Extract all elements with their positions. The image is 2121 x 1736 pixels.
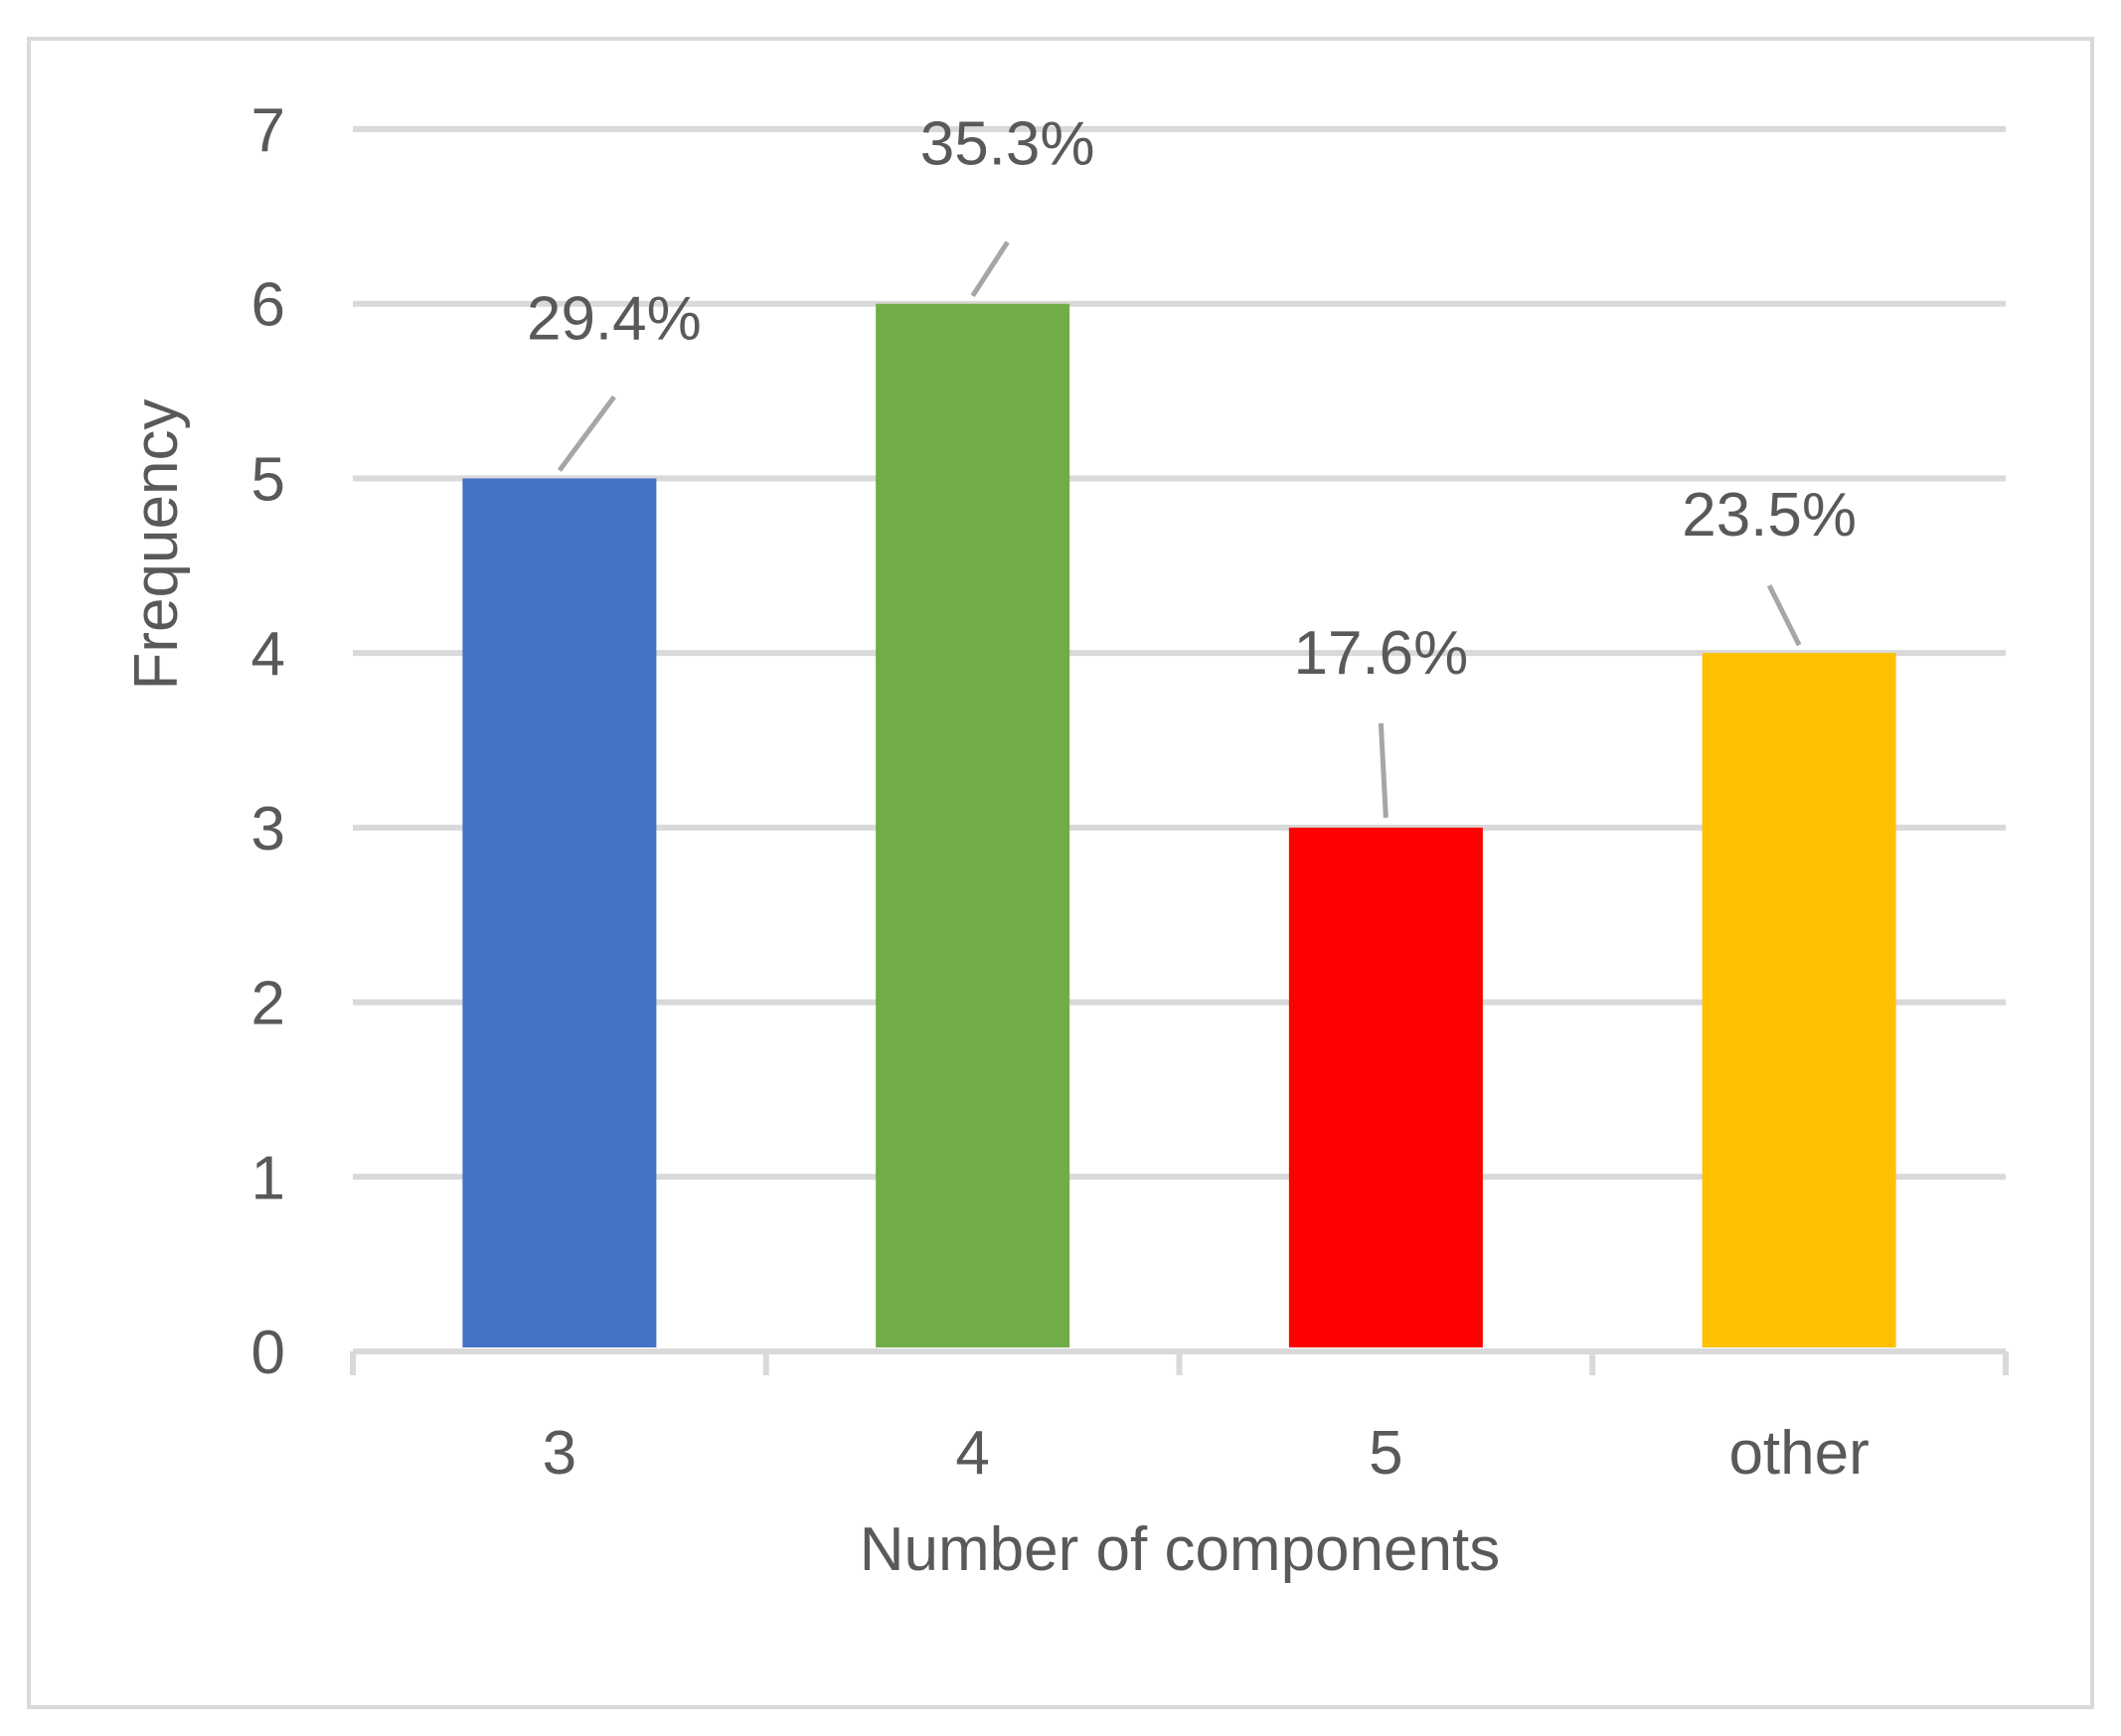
x-tick-label-5: 5 xyxy=(1369,1419,1402,1488)
leader-line-3 xyxy=(557,395,616,472)
y-tick-labels: 0 1 2 3 4 5 6 7 xyxy=(251,96,285,1387)
y-tick-label-7: 7 xyxy=(251,96,285,165)
x-tick-label-other: other xyxy=(1728,1419,1869,1488)
bar-other xyxy=(1702,653,1896,1347)
y-tick-label-5: 5 xyxy=(251,445,285,514)
data-label-3: 29.4% xyxy=(527,284,702,353)
x-tick-labels: 3 4 5 other xyxy=(543,1419,1870,1488)
y-tick-label-3: 3 xyxy=(251,795,285,864)
data-label-other: 23.5% xyxy=(1682,481,1857,550)
leader-line-4 xyxy=(970,240,1010,298)
y-tick-label-1: 1 xyxy=(251,1144,285,1212)
y-tick-label-0: 0 xyxy=(251,1319,285,1387)
data-label-5: 17.6% xyxy=(1293,619,1468,688)
x-axis xyxy=(350,1348,2009,1375)
bar-5 xyxy=(1288,827,1483,1347)
bars xyxy=(462,303,1896,1347)
x-tick-label-4: 4 xyxy=(955,1419,989,1488)
x-axis-title: Number of components xyxy=(860,1515,1500,1584)
y-tick-label-2: 2 xyxy=(251,970,285,1038)
y-tick-label-4: 4 xyxy=(251,620,285,689)
data-labels: 29.4% 35.3% 17.6% 23.5% xyxy=(527,110,1857,818)
leader-line-other xyxy=(1766,584,1802,647)
data-label-4: 35.3% xyxy=(920,110,1095,179)
bar-4 xyxy=(876,303,1070,1347)
y-axis-title: Frequency xyxy=(122,399,191,691)
leader-line-5 xyxy=(1378,722,1388,818)
y-tick-label-6: 6 xyxy=(251,271,285,340)
x-tick-label-3: 3 xyxy=(543,1419,576,1488)
bar-3 xyxy=(462,478,657,1347)
